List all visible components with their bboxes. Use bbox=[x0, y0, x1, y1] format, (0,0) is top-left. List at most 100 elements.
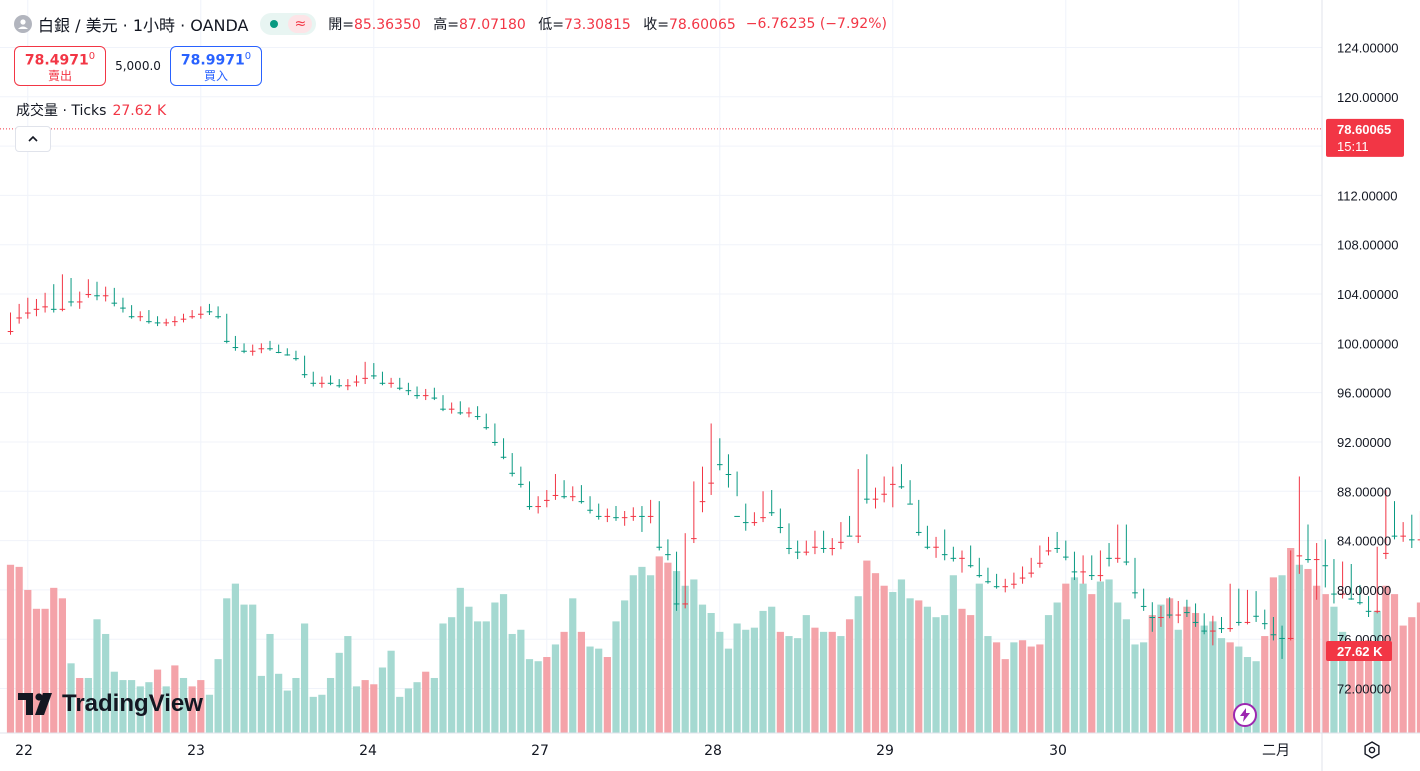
candle-body[interactable] bbox=[604, 515, 611, 517]
candle-body[interactable] bbox=[976, 575, 983, 577]
market-status-pill[interactable]: ≈ bbox=[260, 13, 317, 35]
buy-button[interactable]: 78.99710 買入 bbox=[170, 46, 262, 86]
candle-body[interactable] bbox=[111, 302, 118, 304]
candle-body[interactable] bbox=[154, 322, 161, 324]
candle-body[interactable] bbox=[379, 382, 386, 384]
candle-body[interactable] bbox=[820, 547, 827, 549]
candle-body[interactable] bbox=[68, 301, 74, 303]
candle-body[interactable] bbox=[457, 412, 464, 414]
candle-body[interactable] bbox=[1175, 614, 1182, 616]
candle-body[interactable] bbox=[1313, 559, 1320, 561]
candle-body[interactable] bbox=[1391, 535, 1398, 537]
candle-body[interactable] bbox=[1296, 555, 1303, 557]
candle-body[interactable] bbox=[388, 382, 394, 384]
candle-body[interactable] bbox=[742, 522, 749, 524]
candle-body[interactable] bbox=[898, 486, 905, 488]
candle-body[interactable] bbox=[595, 515, 602, 517]
order-quantity[interactable]: 5,000.0 bbox=[115, 59, 161, 73]
candle-body[interactable] bbox=[1331, 593, 1337, 595]
candle-body[interactable] bbox=[76, 301, 83, 303]
candle-body[interactable] bbox=[587, 509, 593, 511]
candle-body[interactable] bbox=[85, 294, 92, 296]
candle-body[interactable] bbox=[1270, 634, 1277, 636]
candle-body[interactable] bbox=[33, 308, 40, 310]
candle-body[interactable] bbox=[725, 474, 732, 476]
candle-body[interactable] bbox=[1244, 621, 1251, 623]
candle-body[interactable] bbox=[656, 546, 663, 548]
candle-body[interactable] bbox=[518, 483, 524, 485]
candle-body[interactable] bbox=[552, 494, 559, 496]
candle-body[interactable] bbox=[768, 512, 775, 514]
candle-body[interactable] bbox=[1037, 562, 1043, 564]
candle-body[interactable] bbox=[7, 331, 14, 333]
candle-body[interactable] bbox=[777, 527, 784, 529]
candle-body[interactable] bbox=[890, 483, 896, 485]
candle-body[interactable] bbox=[1322, 565, 1329, 567]
candle-body[interactable] bbox=[128, 316, 135, 318]
candle-body[interactable] bbox=[933, 546, 939, 548]
candle-body[interactable] bbox=[535, 506, 541, 508]
candle-body[interactable] bbox=[578, 501, 585, 503]
candle-body[interactable] bbox=[1123, 561, 1130, 563]
candle-body[interactable] bbox=[241, 350, 247, 352]
candle-body[interactable] bbox=[189, 316, 195, 318]
candle-body[interactable] bbox=[907, 503, 913, 505]
candle-body[interactable] bbox=[25, 312, 31, 314]
candle-body[interactable] bbox=[786, 547, 792, 549]
candle-body[interactable] bbox=[1201, 630, 1207, 632]
candle-body[interactable] bbox=[440, 408, 446, 410]
candle-body[interactable] bbox=[448, 408, 455, 410]
candle-body[interactable] bbox=[310, 382, 317, 384]
candle-body[interactable] bbox=[1002, 586, 1009, 588]
candle-body[interactable] bbox=[500, 456, 507, 458]
candle-body[interactable] bbox=[371, 375, 377, 377]
candle-body[interactable] bbox=[1279, 637, 1285, 639]
candle-body[interactable] bbox=[941, 554, 948, 556]
candle-body[interactable] bbox=[301, 374, 308, 376]
candle-body[interactable] bbox=[1236, 621, 1242, 623]
candle-body[interactable] bbox=[1374, 610, 1380, 612]
candle-body[interactable] bbox=[120, 307, 126, 309]
candle-body[interactable] bbox=[803, 551, 810, 553]
sell-button[interactable]: 78.49710 賣出 bbox=[14, 46, 106, 86]
candle-body[interactable] bbox=[492, 441, 498, 443]
candle-body[interactable] bbox=[1261, 623, 1268, 625]
candle-body[interactable] bbox=[950, 557, 957, 559]
candle-body[interactable] bbox=[647, 515, 654, 517]
candle-body[interactable] bbox=[1019, 577, 1026, 579]
candle-body[interactable] bbox=[163, 322, 169, 324]
candle-body[interactable] bbox=[1132, 592, 1138, 594]
candle-body[interactable] bbox=[985, 581, 991, 583]
candle-body[interactable] bbox=[249, 350, 256, 352]
candle-body[interactable] bbox=[1114, 557, 1121, 559]
candle-body[interactable] bbox=[94, 295, 100, 297]
candle-body[interactable] bbox=[146, 321, 152, 323]
candle-body[interactable] bbox=[102, 295, 109, 297]
collapse-legend-button[interactable] bbox=[15, 126, 51, 152]
candle-body[interactable] bbox=[673, 603, 680, 605]
candle-body[interactable] bbox=[405, 390, 412, 392]
candle-body[interactable] bbox=[414, 395, 420, 397]
candle-body[interactable] bbox=[180, 318, 187, 320]
candle-body[interactable] bbox=[466, 412, 472, 414]
tradingview-logo[interactable]: TradingView bbox=[18, 690, 203, 718]
candle-body[interactable] bbox=[838, 541, 844, 543]
candle-body[interactable] bbox=[1305, 559, 1311, 561]
candle-body[interactable] bbox=[1028, 572, 1034, 574]
candle-body[interactable] bbox=[864, 498, 870, 500]
candle-body[interactable] bbox=[223, 340, 230, 342]
candle-body[interactable] bbox=[474, 416, 481, 418]
candle-body[interactable] bbox=[639, 515, 645, 517]
candle-body[interactable] bbox=[1140, 605, 1147, 607]
candle-body[interactable] bbox=[1011, 583, 1017, 585]
candle-body[interactable] bbox=[1071, 571, 1078, 573]
volume-legend[interactable]: 成交量 · Ticks 27.62 K bbox=[16, 100, 166, 120]
lightning-icon[interactable] bbox=[1233, 703, 1257, 727]
candle-body[interactable] bbox=[509, 472, 515, 474]
candle-body[interactable] bbox=[198, 313, 204, 315]
candle-body[interactable] bbox=[1097, 575, 1104, 577]
candle-body[interactable] bbox=[327, 382, 334, 384]
candle-body[interactable] bbox=[846, 535, 853, 537]
candle-body[interactable] bbox=[1253, 615, 1259, 617]
candle-body[interactable] bbox=[1400, 535, 1406, 537]
